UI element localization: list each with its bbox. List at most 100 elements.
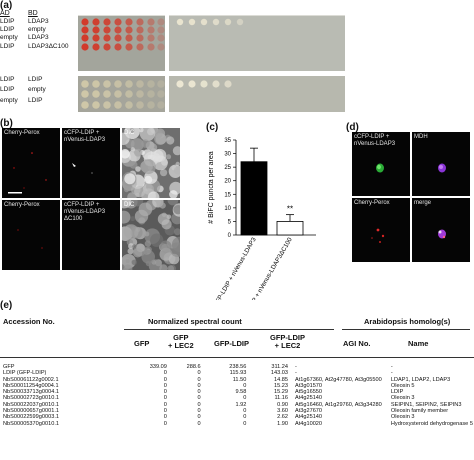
yeast-spot — [114, 80, 122, 88]
cell-gfp: 0 — [163, 370, 167, 377]
yeast-spot — [103, 43, 111, 51]
yeast-spot — [92, 90, 100, 98]
yeast-spot — [136, 18, 144, 26]
row-bd-label: empty — [28, 26, 46, 33]
yeast-spot — [136, 80, 144, 88]
header-gfp-ldip: GFP-LDIP — [214, 339, 249, 348]
image-label: Cherry-Perox — [4, 202, 40, 208]
cell-gfp-ldip: 238.56 — [229, 364, 247, 370]
image-label: MDH — [414, 134, 428, 140]
yeast-spot — [114, 90, 122, 98]
cell-gfp-ldip-lec2: 1.90 — [277, 420, 289, 427]
table-row: NbS00005370g0010.1 0 0 0 1.90 At4g10020 Hydrox… — [3, 421, 473, 427]
yeast-spot — [136, 34, 144, 42]
yeast-spot — [157, 34, 165, 42]
cell-gfp-lec2: 0 — [197, 395, 201, 402]
image-label: merge — [414, 200, 432, 206]
image-label: cCFP-LDIP + nVenus-LDAP3 — [354, 134, 396, 147]
image-label: DIC — [124, 130, 135, 136]
yeast-spot — [188, 80, 196, 88]
medium-label-selective-more: SD-Leu,Trp,His,Ade — [198, 6, 256, 13]
cell-name: - — [390, 364, 393, 370]
table-row: NbS00000657g0001.1 0 0 0 3.60 At3g27670 Oleosi… — [3, 408, 473, 414]
header-gfp: GFP — [134, 339, 150, 348]
bar — [240, 161, 268, 236]
cell-agi: At3g27670 — [294, 408, 323, 415]
cell-name: Oleosin 5 — [390, 382, 415, 389]
yeast-spot — [147, 80, 155, 88]
yeast-spot — [103, 18, 111, 26]
table-row: NbS00022599g0003.1 0 0 0 2.62 At4g25140 Oleosi… — [3, 414, 473, 420]
plate-sd-leu-trp-his-ade-bottom — [169, 76, 345, 112]
table-row: LDIP (GFP-LDIP) 0 0 115.93 143.03- - — [3, 370, 473, 376]
cell-acc: GFP — [3, 364, 15, 370]
yeast-spot — [236, 18, 244, 26]
y-tick-label: 0 — [228, 233, 232, 239]
significance-marker: ** — [287, 205, 293, 214]
yeast-spot — [125, 101, 133, 109]
cell-gfp-ldip: 115.93 — [229, 370, 247, 377]
y-axis-label: # BiFC puncta per area — [208, 151, 215, 223]
yeast-spot — [125, 18, 133, 26]
yeast-spot — [92, 26, 100, 34]
yeast-spot — [92, 80, 100, 88]
cell-gfp-lec2: 0 — [197, 408, 201, 415]
cell-name: Hydroxysteroid dehydrogenase 5 — [390, 420, 473, 427]
cell-gfp-lec2: 288.6 — [186, 364, 201, 370]
row-ad-label: empty — [0, 34, 18, 41]
cell-gfp-ldip-lec2: 143.03 — [270, 370, 289, 377]
x-tick-label: cCFP-LDIP + nVenus-LDAP3 — [211, 236, 258, 300]
row-bd-label: empty — [28, 86, 46, 93]
cell-gfp: 0 — [163, 382, 167, 389]
cell-gfp-ldip: 1.92 — [235, 401, 247, 408]
header-name: Name — [408, 339, 429, 348]
row-ad-label: LDIP — [0, 26, 15, 33]
cell-gfp-ldip-lec2: 311.24 — [271, 364, 289, 370]
cell-gfp-ldip-lec2: 3.60 — [277, 408, 289, 415]
cell-gfp: 0 — [163, 414, 167, 421]
cell-name: Oleosin 3 — [390, 395, 415, 402]
yeast-spot — [81, 43, 89, 51]
yeast-spot — [81, 26, 89, 34]
table-row: NbS00033713g0004.1 0 0 9.58 15.29 At5g16550 LD… — [3, 389, 473, 395]
cell-agi: At4g10020 — [294, 420, 323, 427]
yeast-spot — [147, 43, 155, 51]
panel-a-label: (a) — [0, 0, 13, 11]
image-bifc-ldap3-dc100: cCFP-LDIP + nVenus-LDAP3 ΔC100 — [62, 200, 120, 270]
cell-gfp-lec2: 0 — [197, 414, 201, 421]
yeast-spot — [125, 26, 133, 34]
yeast-spot — [114, 101, 122, 109]
row-ad-label: LDIP — [0, 76, 15, 83]
row-bd-label: LDAP3 — [28, 34, 49, 41]
cell-name: LDIP — [390, 389, 404, 396]
y-tick-label: 5 — [228, 219, 232, 225]
cell-gfp-ldip-lec2: 15.29 — [274, 389, 289, 396]
cell-gfp-ldip: 11.50 — [232, 376, 247, 383]
image-merge: merge — [412, 198, 470, 262]
yeast-spot — [176, 18, 184, 26]
yeast-spot — [81, 18, 89, 26]
yeast-spot — [114, 34, 122, 42]
column-header-bd: BD — [28, 10, 38, 17]
cell-agi: - — [294, 370, 297, 377]
yeast-spot — [147, 26, 155, 34]
header-accession: Accession No. — [3, 317, 55, 326]
y-tick-label: 30 — [224, 152, 231, 158]
yeast-spot — [92, 101, 100, 109]
cell-agi: At5g16550 — [294, 389, 323, 396]
image-label: Cherry-Perox — [4, 130, 40, 136]
image-label: cCFP-LDIP + nVenus-LDAP3 — [64, 130, 106, 143]
cell-gfp-ldip-lec2: 14.85 — [274, 376, 289, 383]
yeast-spot — [125, 90, 133, 98]
yeast-spot — [176, 80, 184, 88]
header-agi-no: AGI No. — [343, 339, 371, 348]
cell-gfp-lec2: 0 — [197, 382, 201, 389]
row-ad-label: LDIP — [0, 18, 15, 25]
y-tick-label: 10 — [224, 206, 231, 212]
cell-gfp-ldip: 9.58 — [235, 389, 247, 396]
cell-gfp-lec2: 0 — [197, 420, 201, 427]
yeast-spot — [147, 34, 155, 42]
yeast-spot — [103, 34, 111, 42]
header-gfp-ldip-lec2: GFP-LDIP + LEC2 — [270, 333, 305, 350]
panel-e-label: (e) — [0, 300, 13, 311]
